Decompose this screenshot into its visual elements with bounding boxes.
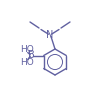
Text: B: B xyxy=(28,50,35,61)
Text: HO: HO xyxy=(20,58,34,67)
Text: N: N xyxy=(46,30,54,40)
Text: HO: HO xyxy=(20,45,34,54)
